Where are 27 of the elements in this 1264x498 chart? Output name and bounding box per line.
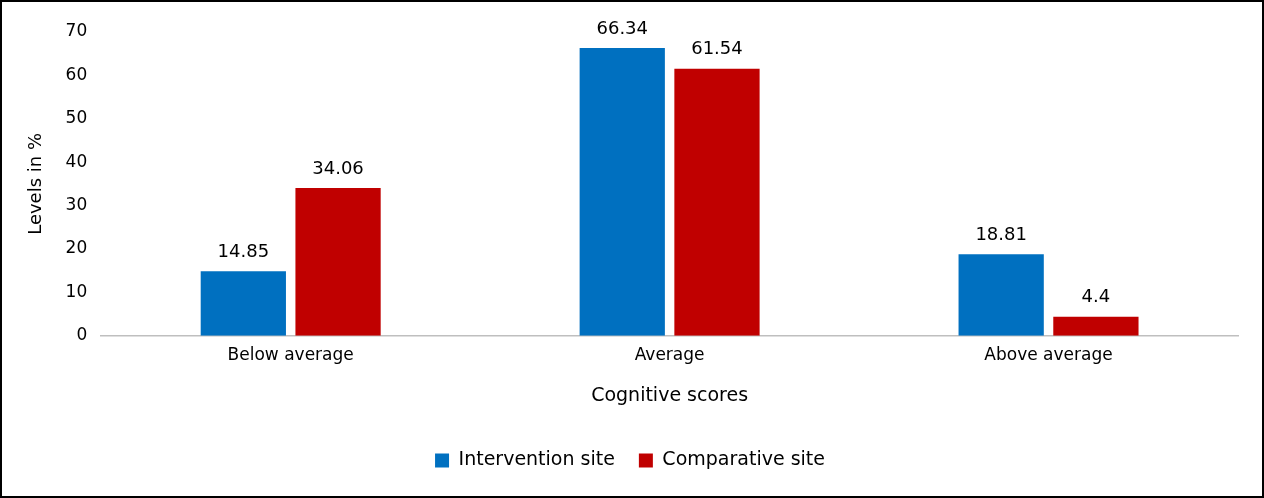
y-tick-label: 20: [65, 237, 88, 258]
bar: [295, 187, 381, 336]
y-tick-label: 30: [65, 194, 88, 215]
x-tick-label: Above average: [984, 344, 1113, 365]
data-label: 14.85: [217, 240, 270, 262]
x-tick-label: Below average: [227, 344, 354, 365]
legend-label: Comparative site: [662, 447, 825, 470]
legend-label: Intervention site: [458, 447, 615, 470]
data-label: 66.34: [596, 16, 649, 38]
y-tick-label: 0: [76, 324, 88, 345]
y-tick-label: 10: [65, 280, 88, 301]
data-label: 61.54: [691, 37, 743, 59]
y-tick-label: 60: [65, 63, 88, 84]
y-tick-label: 70: [65, 20, 88, 41]
data-label: 34.06: [312, 156, 364, 178]
bar: [958, 254, 1044, 336]
data-label: 4.4: [1081, 285, 1111, 307]
y-tick-label: 50: [65, 107, 88, 128]
bar: [200, 271, 286, 336]
y-tick-label: 40: [65, 150, 88, 171]
y-axis-title: Levels in %: [24, 132, 46, 235]
data-label: 18.81: [975, 222, 1027, 244]
bar: [579, 47, 665, 336]
bar: [1053, 316, 1139, 336]
x-tick-label: Average: [634, 344, 705, 365]
x-axis-title: Cognitive scores: [591, 382, 749, 405]
bar: [674, 68, 760, 336]
